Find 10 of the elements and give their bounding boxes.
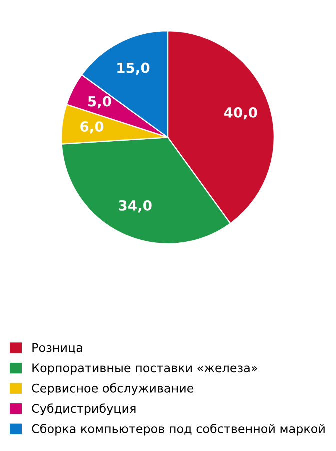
data-label: 15,0	[118, 62, 150, 76]
legend-label: Сборка компьютеров под собственной маркой	[32, 424, 325, 436]
data-label: 5,0	[88, 96, 112, 109]
legend-label: Сервисное обслуживание	[32, 383, 194, 396]
legend-label: Корпоративные поставки «железа»	[32, 364, 258, 375]
legend-label: Розница	[32, 343, 82, 354]
data-label: 40,0	[224, 107, 258, 120]
data-label: 34,0	[119, 200, 152, 213]
legend-label: Субдистрибуция	[32, 404, 136, 416]
data-label: 6,0	[80, 121, 104, 134]
